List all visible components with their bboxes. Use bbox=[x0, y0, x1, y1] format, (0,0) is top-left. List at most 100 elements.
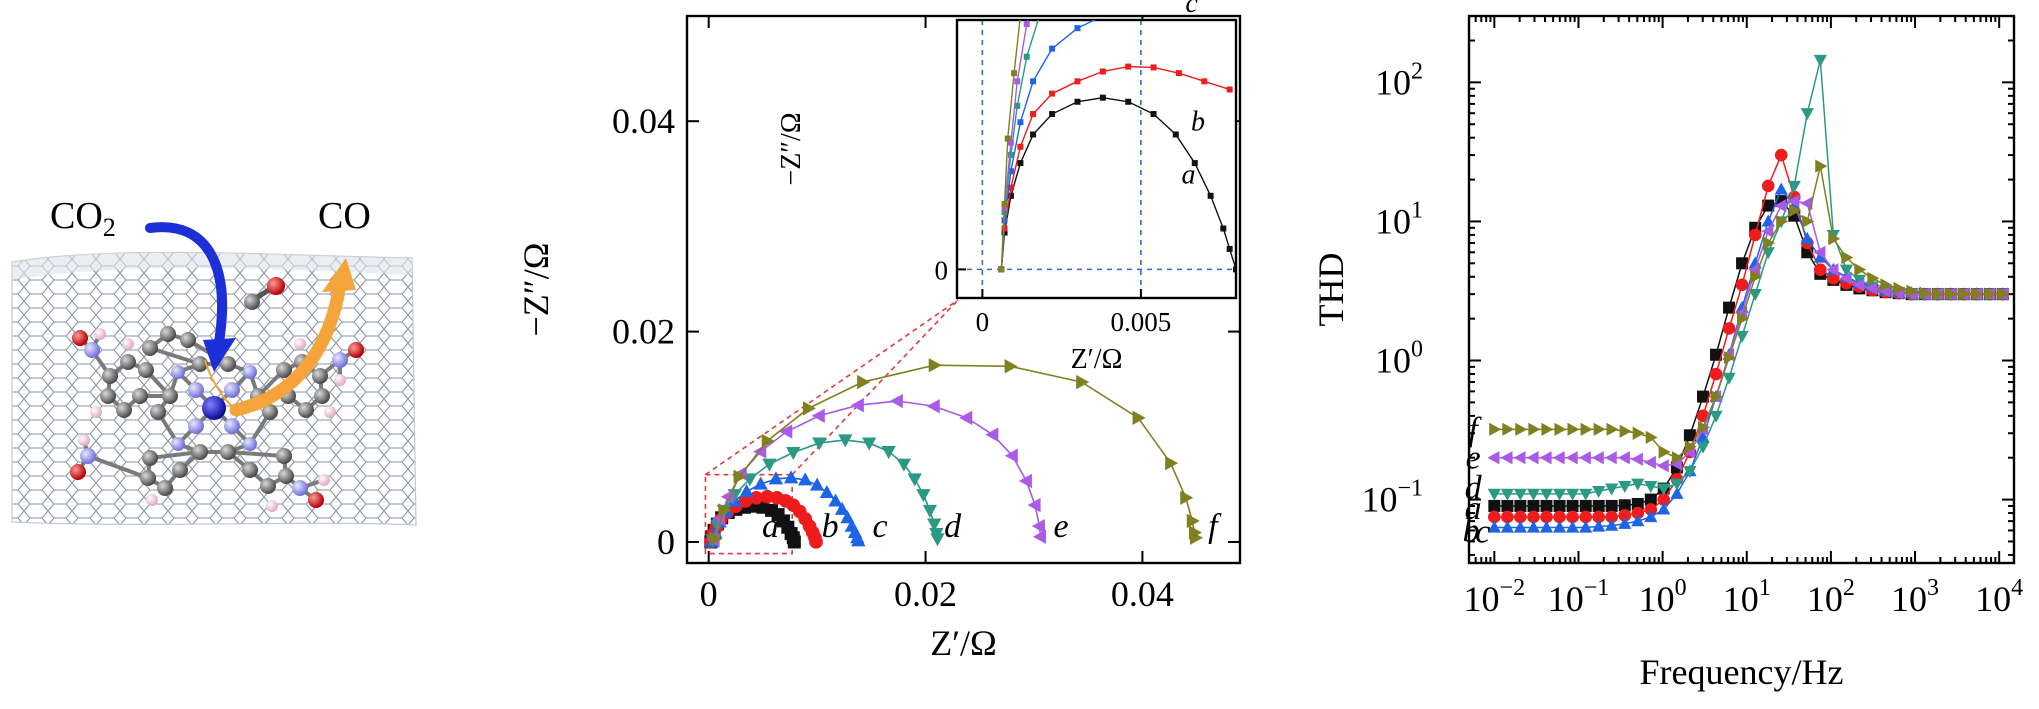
thd-point-d bbox=[1552, 488, 1567, 501]
nyquist-point-d bbox=[907, 473, 922, 487]
thd-frame bbox=[1467, 14, 2016, 565]
inset-point-c bbox=[1030, 78, 1037, 85]
inset-point-a bbox=[1226, 245, 1233, 252]
thd-point-f bbox=[1776, 214, 1789, 229]
inset-point-a bbox=[1220, 225, 1227, 232]
thd-point-a bbox=[1631, 497, 1644, 510]
thd-point-c bbox=[1813, 250, 1827, 263]
inset-point-e bbox=[1007, 139, 1014, 146]
thd-x-tick-label: 104 bbox=[1975, 575, 2023, 619]
atom-icon bbox=[84, 342, 100, 358]
inset-point-c bbox=[1125, 1, 1131, 7]
inset-series-line-d bbox=[1000, 20, 1039, 270]
thd-point-c bbox=[1592, 519, 1606, 532]
inset-series-line-a bbox=[1000, 96, 1236, 270]
thd-point-f bbox=[1919, 286, 1932, 300]
thd-point-f bbox=[1515, 422, 1528, 436]
thd-point-e bbox=[1878, 284, 1891, 298]
inset-series bbox=[998, 1, 1236, 273]
nyquist-point-f bbox=[733, 469, 747, 484]
thd-point-c bbox=[1565, 520, 1580, 533]
thd-point-f bbox=[1867, 271, 1880, 285]
thd-y-tick-exponent: 0 bbox=[1411, 337, 1423, 363]
nyquist-point-c bbox=[851, 533, 866, 547]
nyquist-curve-label: d bbox=[944, 508, 962, 545]
nyquist-point-e bbox=[850, 398, 864, 413]
inset-point-a bbox=[1007, 192, 1014, 199]
thd-point-b bbox=[1735, 278, 1749, 292]
thd-y-tick-exponent: −1 bbox=[1397, 476, 1423, 502]
nyquist-point-e bbox=[889, 393, 903, 409]
atom-icon bbox=[162, 388, 178, 404]
thd-point-e bbox=[1539, 451, 1552, 465]
bond-icon bbox=[149, 450, 201, 460]
nyquist-point-f bbox=[1190, 530, 1204, 545]
thd-point-d bbox=[1800, 108, 1814, 121]
inset-point-b bbox=[1017, 143, 1024, 150]
nyquist-point-c bbox=[809, 477, 825, 491]
atom-icon bbox=[260, 478, 276, 494]
nyquist-point-c bbox=[798, 472, 813, 486]
nyquist-point-c bbox=[819, 485, 835, 499]
thd-point-f bbox=[1945, 287, 1958, 301]
nyquist-curve-label: e bbox=[1054, 508, 1069, 545]
thd-point-f bbox=[1684, 440, 1697, 454]
thd-point-e bbox=[1591, 451, 1604, 465]
nyquist-point-e bbox=[779, 424, 793, 439]
thd-point-c bbox=[1774, 182, 1788, 195]
inset-point-f bbox=[998, 266, 1005, 273]
inset-point-a bbox=[1074, 98, 1081, 105]
atom-icon bbox=[294, 338, 306, 350]
inset-x-tick-label: 0 bbox=[976, 307, 990, 337]
thd-point-e bbox=[1774, 198, 1787, 213]
atom-icon bbox=[94, 328, 106, 340]
thd-x-tick-exponent: −1 bbox=[1584, 575, 1610, 601]
nyquist-point-f bbox=[1186, 513, 1200, 529]
atom-icon bbox=[324, 406, 336, 418]
inset-point-b bbox=[1074, 78, 1081, 85]
thd-point-e bbox=[1826, 263, 1839, 277]
inset-point-b bbox=[1125, 63, 1132, 70]
thd-point-d bbox=[1813, 54, 1827, 67]
inset-point-c bbox=[1049, 45, 1056, 52]
thd-point-a bbox=[1683, 429, 1696, 442]
thd-point-e bbox=[1617, 451, 1630, 465]
atom-icon bbox=[224, 382, 240, 398]
thd-point-e bbox=[1630, 452, 1643, 466]
atom-icon bbox=[292, 480, 308, 496]
svg-text:CO2: CO2 bbox=[50, 195, 116, 242]
nyquist-point-f bbox=[718, 503, 732, 518]
thd-point-d bbox=[1618, 481, 1632, 494]
thd-point-e bbox=[1852, 278, 1865, 292]
nyquist-axes: 0 0.02 0.04 0 0.02 0.04 Z′/Ω −Z″/Ω bbox=[516, 14, 1242, 663]
atom-icon bbox=[146, 494, 158, 506]
thd-point-d bbox=[1500, 488, 1514, 501]
nyquist-point-b bbox=[809, 535, 823, 549]
inset-point-a bbox=[1099, 94, 1106, 101]
thd-x-tick-label: 101 bbox=[1723, 575, 1771, 619]
thd-point-f bbox=[1593, 422, 1606, 436]
thd-point-c bbox=[1513, 520, 1527, 533]
thd-point-e bbox=[1578, 451, 1591, 465]
thd-point-f bbox=[1697, 420, 1710, 435]
nyquist-point-e bbox=[959, 410, 973, 425]
thd-point-d bbox=[1513, 488, 1527, 501]
atom-icon bbox=[138, 362, 154, 378]
thd-point-e bbox=[1487, 451, 1500, 465]
inset-point-b bbox=[1201, 78, 1208, 85]
zoom-region-box bbox=[704, 473, 793, 555]
atom-icon bbox=[72, 330, 88, 346]
atom-icon bbox=[332, 352, 348, 368]
nyquist-point-c bbox=[840, 510, 855, 524]
atom-icon bbox=[140, 470, 156, 486]
nyquist-point-d bbox=[786, 447, 801, 461]
inset-point-e bbox=[1023, 21, 1030, 28]
inset-point-a bbox=[1125, 98, 1132, 105]
inset-point-f bbox=[1004, 135, 1011, 142]
thd-point-d bbox=[1852, 274, 1866, 287]
thd-series-line-f bbox=[1494, 165, 2003, 459]
nyquist-point-c bbox=[828, 493, 843, 507]
nyquist-point-f bbox=[928, 358, 942, 373]
atom-icon bbox=[160, 326, 176, 342]
